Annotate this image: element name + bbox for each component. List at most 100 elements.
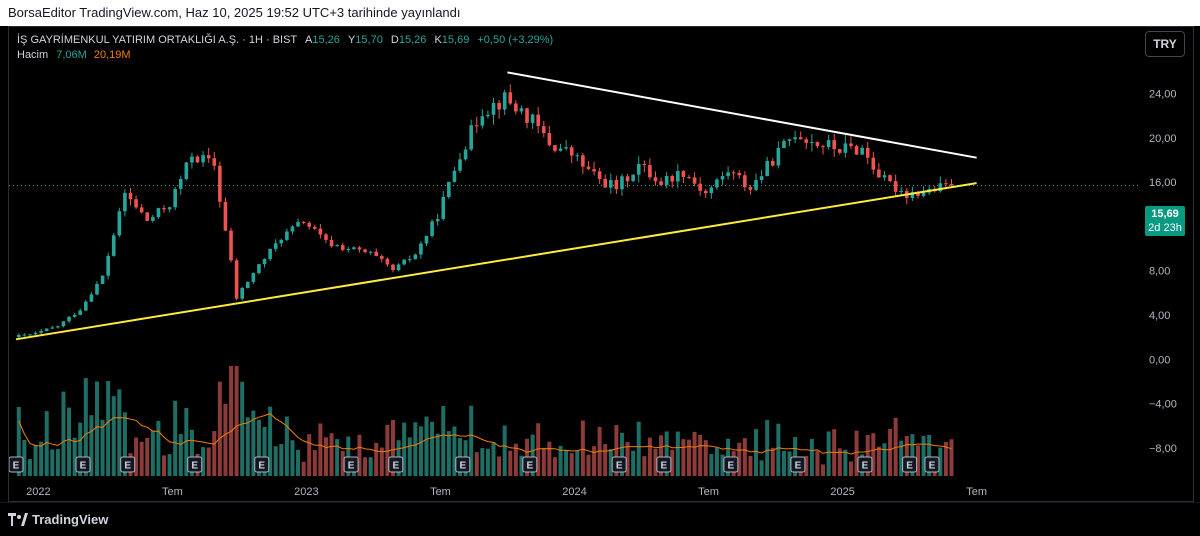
candle-body: [564, 147, 568, 149]
earnings-marker[interactable]: E: [522, 456, 538, 473]
volume-bar: [938, 447, 943, 476]
candle-body: [324, 234, 328, 240]
volume-bar: [262, 426, 267, 476]
volume-bar: [27, 459, 32, 476]
candle-body: [44, 328, 49, 332]
earnings-marker[interactable]: E: [790, 456, 806, 473]
earnings-marker-box: [9, 456, 24, 473]
earnings-marker-box: [343, 456, 359, 473]
volume-bar: [217, 381, 222, 476]
low-value: 15,26: [398, 34, 427, 46]
volume-bar: [921, 435, 926, 476]
candle-body: [776, 148, 781, 166]
volume-bar: [776, 423, 781, 476]
volume-bar: [519, 455, 524, 476]
candle-body: [458, 159, 462, 171]
earnings-marker-label: E: [526, 461, 533, 472]
candle-body: [687, 176, 691, 178]
earnings-marker[interactable]: E: [75, 456, 91, 473]
volume-bar: [162, 455, 167, 476]
volume-bar: [603, 444, 608, 476]
candle-body: [882, 175, 887, 178]
volume-bar: [770, 447, 775, 476]
volume-bar: [357, 434, 362, 476]
volume-bar: [385, 424, 390, 476]
earnings-marker[interactable]: E: [343, 456, 359, 473]
candle-body: [396, 264, 401, 271]
earnings-marker[interactable]: E: [902, 456, 918, 473]
earnings-marker[interactable]: E: [388, 456, 404, 473]
volume-bar: [871, 433, 876, 476]
earnings-marker[interactable]: E: [9, 456, 24, 473]
price-axis[interactable]: 28,0024,0020,0016,0012,008,004,000,00−4,…: [1149, 44, 1177, 455]
candle-body: [413, 254, 418, 260]
earnings-marker[interactable]: E: [924, 456, 940, 473]
open-value: 15,26: [312, 34, 340, 46]
volume-bar: [312, 450, 317, 476]
low-label: D: [390, 34, 399, 46]
candle-body: [139, 207, 144, 213]
earnings-marker[interactable]: E: [254, 456, 270, 473]
time-axis[interactable]: 2022 Tem 2023 Tem 2024 Tem 2025 Tem: [26, 486, 987, 498]
candle-body: [296, 221, 300, 227]
earnings-marker-box: [254, 456, 270, 473]
candle-body: [452, 170, 457, 182]
currency-button[interactable]: TRY: [1145, 31, 1185, 57]
bar-countdown: 2d 23h: [1148, 222, 1182, 234]
candle-body: [899, 190, 904, 192]
candle-body: [469, 125, 473, 150]
candle-body: [614, 180, 619, 190]
volume-bar: [22, 439, 27, 476]
earnings-marker[interactable]: E: [656, 456, 672, 473]
volume-bar: [910, 434, 915, 476]
support-trendline[interactable]: [15, 182, 977, 341]
candle-body: [871, 157, 876, 170]
volume-bar: [720, 454, 725, 476]
candle-body: [670, 176, 675, 182]
candle-body: [290, 226, 295, 232]
earnings-marker[interactable]: E: [455, 456, 471, 473]
candle-body: [748, 187, 753, 190]
earnings-marker[interactable]: E: [187, 456, 203, 473]
volume-bar: [307, 434, 312, 476]
volume-bar: [55, 449, 60, 476]
candle-body: [837, 149, 842, 153]
volume-bar: [843, 449, 848, 476]
x-tick-label: 2024: [562, 486, 586, 498]
candle-body: [642, 163, 647, 166]
candle-body: [106, 255, 110, 276]
earnings-marker-label: E: [124, 461, 131, 472]
volume-bar: [424, 416, 429, 476]
symbol-title[interactable]: İŞ GAYRİMENKUL YATIRIM ORTAKLIĞI A.Ş. · …: [17, 34, 297, 46]
volume-bar: [122, 412, 127, 476]
candle-body: [301, 221, 306, 223]
volume-bar: [201, 447, 206, 476]
volume-bar: [614, 425, 619, 476]
earnings-marker[interactable]: E: [723, 456, 739, 473]
volume-bar: [111, 396, 116, 476]
candle-body: [754, 180, 758, 190]
published-line: BorsaEditor TradingView.com, Haz 10, 202…: [8, 5, 461, 20]
earnings-marker-label: E: [795, 461, 802, 472]
volume-bar: [848, 461, 853, 476]
candle-body: [826, 140, 831, 148]
candle-body: [491, 102, 496, 115]
tradingview-brand[interactable]: TradingView: [8, 512, 108, 527]
volume-label[interactable]: Hacim: [17, 49, 49, 61]
earnings-marker[interactable]: E: [611, 456, 627, 473]
y-tick-label: −8,00: [1149, 443, 1177, 455]
volume-bar: [502, 425, 507, 476]
earnings-marker[interactable]: E: [857, 456, 873, 473]
candle-body: [151, 217, 155, 221]
candle-body: [262, 259, 267, 265]
candle-body: [223, 201, 228, 231]
earnings-marker-box: [857, 456, 873, 473]
volume-bar: [452, 426, 457, 476]
earnings-marker[interactable]: E: [120, 456, 136, 473]
resistance-trendline[interactable]: [507, 71, 977, 159]
volume-bar: [245, 417, 250, 476]
volume-bar: [284, 416, 289, 476]
